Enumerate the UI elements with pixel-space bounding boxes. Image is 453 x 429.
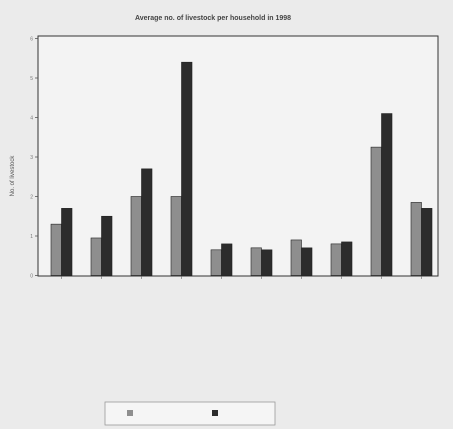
y-tick-label: 6 — [30, 37, 33, 43]
chart-title: Average no. of livestock per household i… — [135, 15, 291, 22]
x-axis-categories — [61, 276, 422, 279]
bar-series-1 — [250, 247, 262, 276]
y-tick-label: 0 — [30, 274, 33, 280]
bar-series-1 — [50, 223, 62, 276]
bar-series-2 — [101, 215, 113, 276]
bar-series-2 — [261, 249, 273, 276]
bar-series-1 — [210, 249, 222, 276]
y-tick-label: 5 — [30, 76, 33, 82]
y-axis-ticks: 0 1 2 3 4 5 6 — [30, 37, 38, 280]
bar-series-2 — [301, 247, 313, 276]
y-tick-label: 1 — [30, 234, 33, 240]
y-tick-label: 4 — [30, 116, 33, 122]
y-axis-label: No. of livestock — [10, 155, 16, 197]
bar-series-2 — [381, 113, 393, 276]
bar-series-2 — [421, 208, 433, 276]
bar-series-1 — [330, 243, 342, 276]
bar-series-1 — [410, 202, 422, 276]
bar-series-1 — [370, 146, 382, 276]
bar-series-2 — [221, 243, 233, 276]
bar-series-2 — [141, 168, 153, 276]
bars — [50, 61, 433, 276]
legend — [104, 401, 276, 426]
y-tick-label: 2 — [30, 195, 33, 201]
bar-series-1 — [170, 196, 182, 276]
bar-series-2 — [181, 61, 193, 276]
legend-swatch-series-1 — [127, 410, 133, 416]
y-tick-label: 3 — [30, 155, 33, 161]
bar-series-2 — [61, 208, 73, 276]
legend-swatch-series-2 — [212, 410, 218, 416]
bar-series-1 — [130, 196, 142, 276]
bar-series-1 — [90, 237, 102, 276]
legend-box — [104, 401, 276, 426]
bar-series-1 — [290, 239, 302, 276]
bar-series-2 — [341, 241, 353, 276]
